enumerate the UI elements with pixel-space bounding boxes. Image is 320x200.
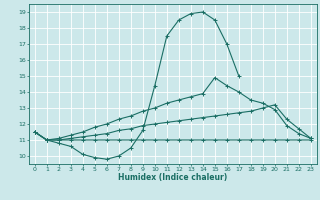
X-axis label: Humidex (Indice chaleur): Humidex (Indice chaleur) [118, 173, 228, 182]
